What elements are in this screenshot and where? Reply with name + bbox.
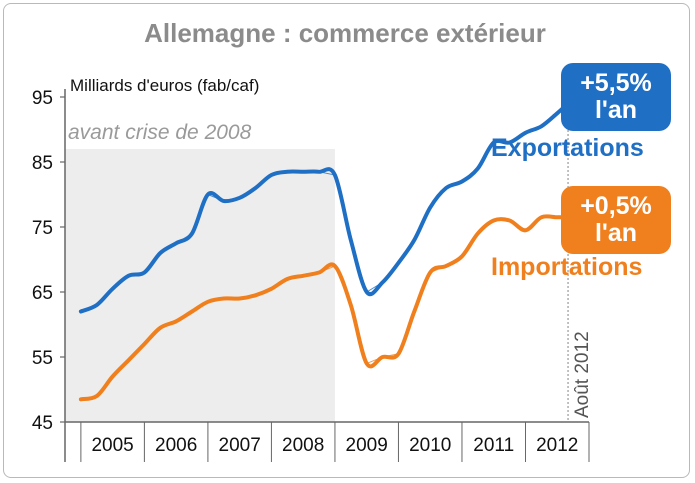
importations-data-point: [397, 352, 400, 355]
exportations-data-point: [238, 196, 241, 199]
exportations-data-point: [492, 141, 495, 144]
importations-data-point: [190, 310, 194, 313]
y-tick-label: 85: [32, 153, 53, 174]
importations-data-point: [429, 271, 432, 274]
exportations-data-point: [349, 238, 352, 242]
importations-data-point: [270, 287, 273, 290]
x-tick-label: 2007: [219, 435, 261, 456]
exportations-data-point: [175, 242, 178, 245]
y-tick-label: 55: [32, 348, 53, 369]
x-tick-label: 2012: [536, 435, 578, 456]
exportations-data-point: [429, 206, 432, 209]
imports-series-label: Importations: [491, 253, 643, 281]
importations-data-point: [460, 255, 464, 258]
imports-growth-unit: l'an: [594, 219, 638, 247]
importations-trend-line: [78, 214, 570, 402]
importations-data-point: [159, 326, 162, 329]
exportations-data-point: [397, 261, 400, 264]
exportations-data-point: [413, 238, 416, 242]
importations-data-point: [381, 355, 384, 359]
importations-data-point: [349, 303, 352, 307]
x-tick-label: 2009: [346, 435, 388, 456]
importations-data-point: [238, 297, 241, 300]
x-tick-label: 2006: [155, 435, 197, 456]
exportations-data-point: [556, 112, 559, 115]
exports-growth-badge: +5,5% l'an: [561, 63, 671, 131]
exportations-data-point: [365, 290, 368, 294]
importations-data-point: [413, 310, 416, 313]
chart-title: Allemagne : commerce extérieur: [144, 18, 546, 48]
exportations-data-point: [206, 193, 210, 196]
exportations-data-point: [508, 141, 511, 144]
imports-growth-value: +0,5%: [580, 192, 652, 220]
exportations-data-point: [270, 173, 273, 177]
exportations-data-point: [460, 180, 464, 183]
x-tick-label: 2005: [91, 435, 133, 456]
importations-data-point: [127, 359, 130, 362]
importations-data-point: [444, 264, 448, 268]
exportations-data-point: [159, 251, 162, 255]
exportations-data-point: [111, 287, 114, 290]
exportations-data-point: [444, 186, 448, 190]
importations-data-point: [302, 274, 305, 277]
exportations-data-point: [540, 125, 543, 128]
exportations-data-point: [127, 274, 130, 277]
exportations-data-point: [79, 310, 83, 313]
importations-data-point: [333, 264, 337, 268]
exports-series-label: Exportations: [491, 134, 644, 162]
exports-growth-value: +5,5%: [580, 69, 652, 97]
pre-crisis-shaded-region: [65, 149, 335, 422]
importations-data-point: [317, 271, 321, 274]
importations-data-point: [556, 216, 559, 219]
importations-data-point: [206, 300, 210, 303]
importations-data-point: [254, 294, 257, 297]
y-tick-label: 45: [32, 413, 53, 434]
exportations-trend-line: [78, 101, 570, 314]
exports-growth-unit: l'an: [594, 96, 638, 124]
exportations-data-point: [381, 281, 384, 284]
date-marker-label: Août 2012: [572, 331, 593, 418]
exportations-data-point: [286, 170, 289, 173]
importations-data-point: [222, 297, 225, 300]
exportations-data-point: [254, 186, 257, 190]
exportations-data-point: [143, 271, 146, 274]
importations-data-point: [476, 232, 479, 235]
importations-data-point: [95, 394, 99, 398]
imports-growth-badge: +0,5% l'an: [561, 186, 671, 254]
exportations-data-point: [95, 303, 99, 307]
importations-data-point: [508, 219, 511, 222]
importations-data-point: [111, 375, 114, 378]
x-tick-label: 2010: [409, 435, 451, 456]
importations-data-point: [79, 398, 83, 401]
x-tick-label: 2008: [282, 435, 324, 456]
y-axis-label: Milliards d'euros (fab/caf): [70, 76, 259, 95]
exportations-data-point: [190, 232, 194, 235]
importations-data-point: [524, 229, 527, 232]
importations-data-point: [175, 320, 178, 323]
exportations-data-point: [302, 170, 305, 173]
exportations-data-point: [476, 167, 479, 170]
importations-data-point: [365, 362, 368, 365]
y-tick-label: 65: [32, 283, 53, 304]
exportations-data-point: [333, 173, 337, 177]
importations-data-point: [286, 277, 289, 281]
x-tick-label: 2011: [473, 435, 514, 456]
y-tick-label: 95: [32, 88, 53, 109]
y-tick-label: 75: [32, 218, 53, 239]
shaded-region-label: avant crise de 2008: [68, 121, 252, 144]
importations-data-point: [143, 342, 146, 346]
exportations-data-point: [222, 199, 225, 203]
exportations-data-point: [524, 131, 527, 134]
importations-data-point: [492, 219, 495, 222]
exportations-data-point: [317, 170, 321, 173]
importations-data-point: [540, 216, 543, 219]
